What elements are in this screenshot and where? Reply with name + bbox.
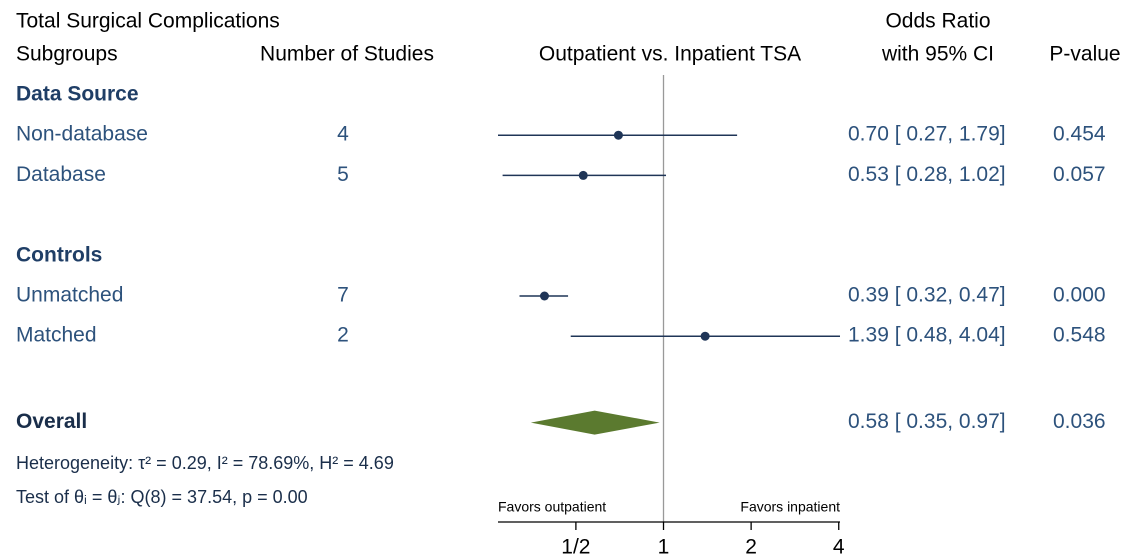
p-value: 0.548 xyxy=(1053,324,1106,347)
column-header: Subgroups xyxy=(16,43,118,66)
overall-diamond xyxy=(530,410,660,435)
subgroup-label: Non-database xyxy=(16,123,148,146)
subgroup-label: Database xyxy=(16,163,106,186)
x-tick-label: 2 xyxy=(745,536,757,557)
x-tick-label: 1/2 xyxy=(561,536,590,557)
favors-label: Favors outpatient xyxy=(498,499,606,515)
study-count: 2 xyxy=(337,324,349,347)
annotation: Test of θᵢ = θⱼ: Q(8) = 37.54, p = 0.00 xyxy=(16,487,308,507)
x-tick-label: 4 xyxy=(833,536,845,557)
column-header: Odds Ratio xyxy=(885,10,990,33)
subgroup-label: Matched xyxy=(16,324,97,347)
odds-ratio-label: 0.53 [ 0.28, 1.02] xyxy=(848,163,1006,186)
favors-label: Favors inpatient xyxy=(740,499,840,515)
column-header: Outpatient vs. Inpatient TSA xyxy=(539,43,801,66)
study-count: 4 xyxy=(337,123,349,146)
odds-ratio-label: 0.58 [ 0.35, 0.97] xyxy=(848,410,1006,433)
odds-ratio-label: 1.39 [ 0.48, 4.04] xyxy=(848,324,1006,347)
group-header: Data Source xyxy=(16,83,139,106)
point-estimate xyxy=(700,331,710,341)
point-estimate xyxy=(578,170,588,180)
annotation: Heterogeneity: τ² = 0.29, I² = 78.69%, H… xyxy=(16,453,394,473)
column-header: P-value xyxy=(1049,43,1120,66)
chart-title: Total Surgical Complications xyxy=(16,10,280,33)
point-estimate xyxy=(539,291,549,301)
study-count: 5 xyxy=(337,163,349,186)
column-header: with 95% CI xyxy=(881,43,994,66)
odds-ratio-label: 0.70 [ 0.27, 1.79] xyxy=(848,123,1006,146)
p-value: 0.057 xyxy=(1053,163,1106,186)
odds-ratio-label: 0.39 [ 0.32, 0.47] xyxy=(848,284,1006,307)
x-tick-label: 1 xyxy=(658,536,670,557)
subgroup-label: Unmatched xyxy=(16,284,123,307)
group-header: Controls xyxy=(16,243,102,266)
study-count: 7 xyxy=(337,284,349,307)
point-estimate xyxy=(613,130,623,140)
p-value: 0.036 xyxy=(1053,410,1106,433)
p-value: 0.000 xyxy=(1053,284,1106,307)
p-value: 0.454 xyxy=(1053,123,1106,146)
column-header: Number of Studies xyxy=(260,43,434,66)
overall-label: Overall xyxy=(16,410,87,433)
